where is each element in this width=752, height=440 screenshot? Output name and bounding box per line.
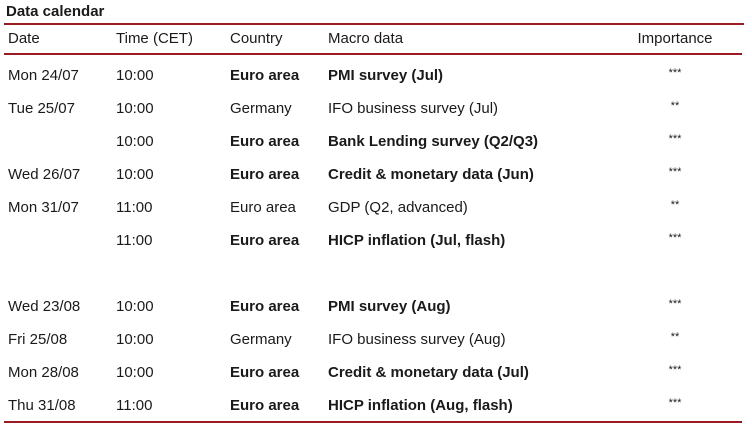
table-row: Mon 24/07 10:00 Euro area PMI survey (Ju…	[4, 54, 742, 92]
table-row: Wed 23/08 10:00 Euro area PMI survey (Au…	[4, 290, 742, 323]
table-row: Thu 31/08 11:00 Euro area HICP inflation…	[4, 389, 742, 423]
cell-time: 11:00	[116, 199, 153, 216]
cell-country: Euro area	[230, 166, 300, 183]
cell-time	[116, 257, 230, 290]
cell-country: Euro area	[230, 232, 300, 249]
table-row: Tue 25/07 10:00 Germany IFO business sur…	[4, 92, 742, 125]
cell-date: Wed 26/07	[8, 166, 81, 183]
table-row: Fri 25/08 10:00 Germany IFO business sur…	[4, 323, 742, 356]
cell-country: Euro area	[230, 298, 300, 315]
col-header-date: Date	[4, 25, 116, 55]
table-row: 11:00 Euro area HICP inflation (Jul, fla…	[4, 224, 742, 257]
cell-date	[4, 125, 116, 158]
importance-stars: **	[670, 199, 680, 211]
table-row-spacer	[4, 257, 742, 290]
cell-macro-data	[328, 257, 608, 290]
cell-macro-data: Credit & monetary data (Jul)	[328, 364, 529, 381]
cell-country	[230, 257, 328, 290]
col-header-macro-data: Macro data	[328, 25, 608, 55]
cell-date: Tue 25/07	[8, 100, 75, 117]
cell-country: Euro area	[230, 133, 300, 150]
cell-date: Wed 23/08	[8, 298, 81, 315]
cell-macro-data: IFO business survey (Aug)	[328, 331, 506, 348]
cell-country: Euro area	[230, 364, 300, 381]
cell-time: 10:00	[116, 100, 154, 117]
cell-time: 11:00	[116, 389, 230, 423]
cell-macro-data: PMI survey (Jul)	[328, 67, 444, 84]
importance-stars: ***	[668, 67, 682, 79]
col-header-time: Time (CET)	[116, 25, 230, 55]
cell-date: Fri 25/08	[8, 331, 68, 348]
cell-macro-data: PMI survey (Aug)	[328, 298, 451, 315]
cell-country: Euro area	[230, 199, 296, 216]
importance-stars: **	[670, 100, 680, 112]
cell-macro-data: IFO business survey (Jul)	[328, 100, 499, 117]
cell-date	[4, 224, 116, 257]
cell-country: Germany	[230, 100, 292, 117]
importance-stars: ***	[668, 166, 682, 178]
cell-date: Mon 24/07	[8, 67, 79, 84]
importance-stars: ***	[668, 364, 682, 376]
cell-macro-data: HICP inflation (Aug, flash)	[328, 389, 608, 423]
col-header-country: Country	[230, 25, 328, 55]
cell-time: 11:00	[116, 232, 153, 249]
cell-time: 10:00	[116, 166, 154, 183]
cell-date: Mon 28/08	[8, 364, 79, 381]
calendar-table: Date Time (CET) Country Macro data Impor…	[4, 25, 742, 423]
importance-stars: ***	[668, 232, 682, 244]
table-row: Mon 31/07 11:00 Euro area GDP (Q2, advan…	[4, 191, 742, 224]
importance-stars: ***	[668, 396, 682, 409]
table-title: Data calendar	[4, 1, 744, 25]
cell-macro-data: GDP (Q2, advanced)	[328, 199, 468, 216]
cell-time: 10:00	[116, 67, 154, 84]
col-header-importance: Importance	[608, 25, 742, 55]
cell-date: Thu 31/08	[4, 389, 116, 423]
table-row: Mon 28/08 10:00 Euro area Credit & monet…	[4, 356, 742, 389]
cell-date: Mon 31/07	[8, 199, 79, 216]
cell-macro-data: Bank Lending survey (Q2/Q3)	[328, 133, 539, 150]
cell-time: 10:00	[116, 331, 154, 348]
cell-country: Euro area	[230, 67, 300, 84]
cell-country: Euro area	[230, 389, 328, 423]
importance-stars: ***	[668, 133, 682, 145]
cell-date	[4, 257, 116, 290]
importance-stars: ***	[668, 298, 682, 310]
table-row: 10:00 Euro area Bank Lending survey (Q2/…	[4, 125, 742, 158]
cell-time: 10:00	[116, 364, 154, 381]
cell-macro-data: Credit & monetary data (Jun)	[328, 166, 534, 183]
cell-time: 10:00	[116, 298, 154, 315]
header-row: Date Time (CET) Country Macro data Impor…	[4, 25, 742, 55]
importance-stars: **	[670, 331, 680, 343]
cell-country: Germany	[230, 331, 292, 348]
cell-macro-data: HICP inflation (Jul, flash)	[328, 232, 506, 249]
cell-time: 10:00	[116, 133, 154, 150]
data-calendar: Data calendar Date Time (CET) Country Ma…	[4, 1, 744, 423]
table-row: Wed 26/07 10:00 Euro area Credit & monet…	[4, 158, 742, 191]
